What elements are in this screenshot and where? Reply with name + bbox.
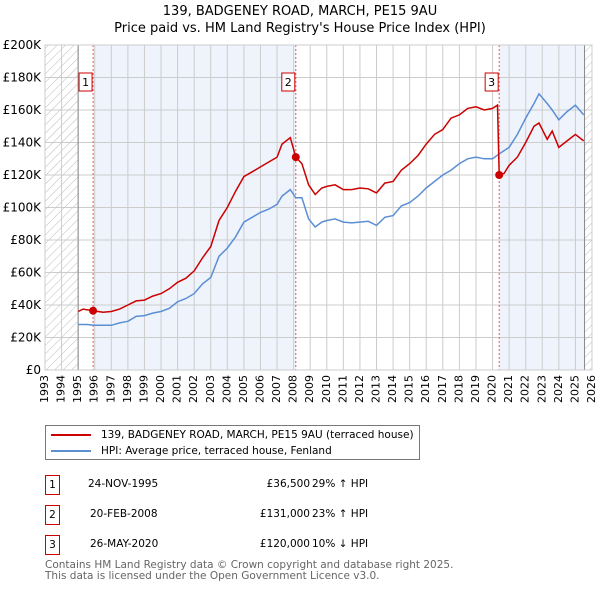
legend-swatch-blue bbox=[51, 450, 91, 452]
transaction-price: £131,000 bbox=[259, 508, 310, 520]
x-tick-label: 2007 bbox=[270, 375, 283, 403]
legend: 139, BADGENEY ROAD, MARCH, PE15 9AU (ter… bbox=[45, 425, 420, 460]
legend-label: HPI: Average price, terraced house, Fenl… bbox=[101, 445, 332, 457]
x-tick-label: 1998 bbox=[121, 375, 134, 403]
transaction-price: £120,000 bbox=[259, 538, 310, 550]
x-tick-label: 2011 bbox=[336, 375, 349, 403]
transaction-number: 2 bbox=[45, 505, 60, 525]
y-tick-label: £160K bbox=[3, 103, 43, 117]
x-tick-label: 1993 bbox=[38, 375, 51, 403]
x-tick-label: 2016 bbox=[419, 375, 432, 403]
sale-label: 3 bbox=[488, 76, 495, 89]
y-tick-label: £100K bbox=[3, 201, 43, 215]
x-tick-label: 2010 bbox=[320, 375, 333, 403]
transaction-hpi: 23% ↑ HPI bbox=[312, 508, 369, 520]
x-tick-label: 2019 bbox=[469, 375, 482, 403]
transaction-hpi: 10% ↓ HPI bbox=[312, 538, 369, 550]
x-tick-label: 2012 bbox=[353, 375, 366, 403]
series-line bbox=[78, 92, 585, 327]
sale-point bbox=[291, 153, 300, 162]
legend-label: 139, BADGENEY ROAD, MARCH, PE15 9AU (ter… bbox=[101, 429, 414, 441]
x-tick-label: 2004 bbox=[220, 375, 233, 403]
sale-label: 1 bbox=[82, 76, 89, 89]
x-tick-label: 2024 bbox=[552, 375, 565, 403]
x-tick-label: 2001 bbox=[171, 375, 184, 403]
x-tick-label: 2005 bbox=[237, 375, 250, 403]
sale-label: 2 bbox=[285, 76, 292, 89]
transaction-hpi: 29% ↑ HPI bbox=[312, 478, 369, 490]
sale-label-box bbox=[281, 72, 296, 92]
x-tick-label: 2008 bbox=[287, 375, 300, 403]
footer-licence: This data is licensed under the Open Gov… bbox=[45, 570, 380, 582]
y-tick-label: £120K bbox=[3, 168, 43, 182]
transaction-date: 26-MAY-2020 bbox=[90, 538, 159, 550]
x-tick-label: 2014 bbox=[386, 375, 399, 403]
x-tick-label: 2002 bbox=[187, 375, 200, 403]
footer-copyright: Contains HM Land Registry data © Crown c… bbox=[45, 559, 454, 571]
plot-border bbox=[44, 44, 593, 371]
x-tick-label: 2015 bbox=[403, 375, 416, 403]
x-tick-label: 2021 bbox=[502, 375, 515, 403]
y-tick-label: £180K bbox=[3, 71, 43, 85]
x-tick-label: 2000 bbox=[154, 375, 167, 403]
y-tick-label: £200K bbox=[3, 38, 43, 52]
x-tick-label: 2022 bbox=[519, 375, 532, 403]
transaction-price: £36,500 bbox=[266, 478, 310, 490]
y-tick-label: £40K bbox=[10, 298, 42, 312]
x-tick-label: 2013 bbox=[370, 375, 383, 403]
x-tick-label: 1994 bbox=[55, 375, 68, 403]
x-tick-label: 2006 bbox=[253, 375, 266, 403]
chart-title: 139, BADGENEY ROAD, MARCH, PE15 9AU bbox=[162, 4, 438, 19]
y-tick-label: £80K bbox=[10, 233, 42, 247]
legend-item-hpi: HPI: Average price, terraced house, Fenl… bbox=[51, 445, 332, 457]
x-tick-label: 2020 bbox=[486, 375, 499, 403]
transaction-date: 24-NOV-1995 bbox=[88, 478, 159, 490]
x-tick-label: 2018 bbox=[452, 375, 465, 403]
x-tick-label: 1997 bbox=[104, 375, 117, 403]
sale-point bbox=[89, 306, 98, 315]
transaction-date: 20-FEB-2008 bbox=[90, 508, 158, 520]
x-tick-label: 1999 bbox=[137, 375, 150, 403]
chart-subtitle: Price paid vs. HM Land Registry's House … bbox=[114, 21, 486, 36]
x-tick-label: 2017 bbox=[436, 375, 449, 403]
x-tick-label: 2026 bbox=[585, 375, 598, 403]
y-tick-label: £140K bbox=[3, 136, 43, 150]
legend-item-property: 139, BADGENEY ROAD, MARCH, PE15 9AU (ter… bbox=[51, 429, 414, 441]
y-tick-label: £60K bbox=[10, 266, 42, 280]
x-tick-label: 2023 bbox=[535, 375, 548, 403]
series-line bbox=[77, 103, 585, 314]
y-tick-label: £20K bbox=[10, 331, 42, 345]
transaction-number: 1 bbox=[45, 475, 60, 495]
y-tick-label: £0 bbox=[26, 363, 41, 377]
x-tick-label: 2003 bbox=[204, 375, 217, 403]
sale-label-box bbox=[484, 72, 499, 92]
x-tick-label: 1995 bbox=[71, 375, 84, 403]
transaction-number: 3 bbox=[45, 535, 60, 555]
sale-label-box bbox=[78, 72, 93, 92]
x-tick-label: 1996 bbox=[88, 375, 101, 403]
x-tick-label: 2009 bbox=[303, 375, 316, 403]
legend-swatch-red bbox=[51, 434, 91, 436]
price-chart: 1993 1994 1995 1996 1997 1998 1999 2000 2001 2002… bbox=[3, 38, 598, 403]
x-tick-label: 2025 bbox=[568, 375, 581, 403]
sale-point bbox=[495, 171, 504, 179]
